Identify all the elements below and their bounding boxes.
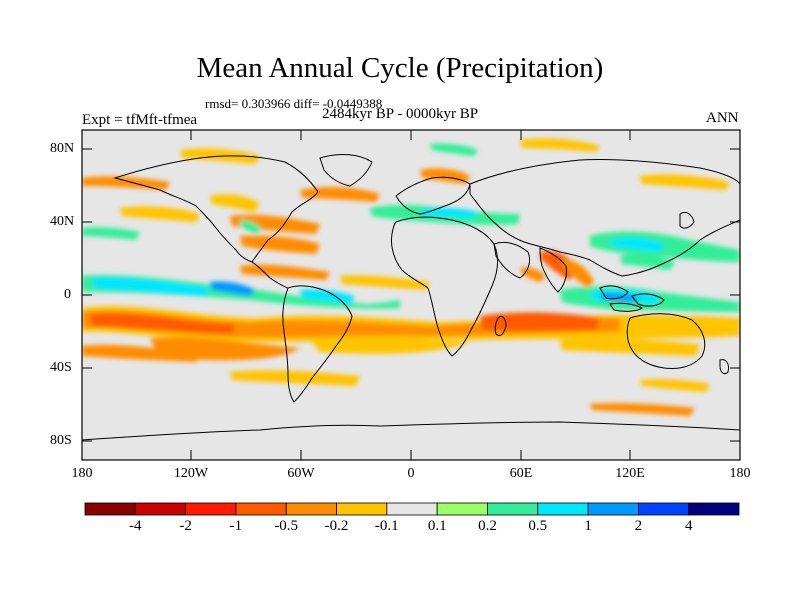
lat-label-80n: 80N [50,141,75,156]
lat-label-eq: 0 [64,287,71,302]
colorbar-swatch [235,502,287,516]
colorbar-swatch [637,502,690,516]
colorbar-swatch [587,502,639,516]
colorbar-swatch [336,502,388,516]
colorbar-label: -4 [129,518,142,534]
colorbar [84,502,740,516]
colorbar-label: 0.2 [478,518,497,534]
colorbar-swatch [436,502,488,516]
colorbar-swatch [185,502,237,516]
colorbar-swatch [285,502,337,516]
colorbar-swatch [134,502,187,516]
colorbar-label: -2 [179,518,192,534]
colorbar-label: -0.5 [274,518,299,534]
season-label: ANN [706,110,739,126]
precip-anomaly-field [82,138,740,416]
period-text: 2484kyr BP - 0000kyr BP [322,106,479,122]
map-title: Mean Annual Cycle (Precipitation) [196,52,604,84]
lat-label-40n: 40N [50,214,75,229]
coastlines [82,154,740,441]
colorbar-label: 1 [584,518,592,534]
colorbar-swatch [386,502,438,516]
colorbar-swatch [537,502,589,516]
colorbar-swatch [84,502,136,516]
lon-label-180e: 180 [729,466,751,481]
lon-label-120w: 120W [173,466,209,481]
colorbar-label: -1 [229,518,243,534]
colorbar-label: -0.2 [324,518,349,534]
colorbar-label: 0.1 [427,518,447,534]
lat-label-40s: 40S [50,360,72,375]
colorbar-label: 4 [684,518,693,534]
lon-label-60w: 60W [287,466,315,481]
lon-label-0: 0 [407,466,415,481]
colorbar-label: 0.5 [528,518,548,534]
lon-ticks [190,130,631,460]
lon-label-120e: 120E [615,466,645,481]
colorbar-label: -0.1 [374,518,399,534]
lat-ticks [82,148,740,442]
colorbar-swatch [487,502,539,516]
stats-text: rmsd= 0.303966 diff= -0.0449388 [205,96,383,111]
lon-label-180w: 180 [71,466,93,481]
experiment-label: Expt = tfMft-tfmea [82,112,198,128]
lat-label-80s: 80S [50,433,72,448]
lon-label-60e: 60E [509,466,533,481]
colorbar-label: 2 [634,518,643,534]
colorbar-swatch [688,502,740,516]
